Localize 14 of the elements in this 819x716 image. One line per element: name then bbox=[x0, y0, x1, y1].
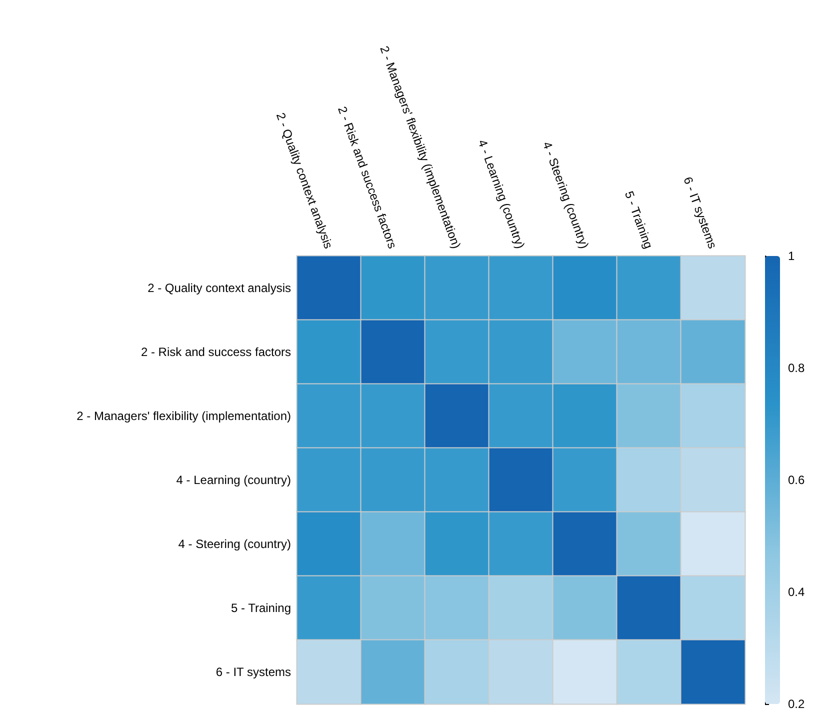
y-tick-label: 4 - Steering (country) bbox=[178, 537, 291, 551]
y-tick-label: 2 - Managers' flexibility (implementation) bbox=[76, 409, 291, 423]
x-tick-label: 5 - Training bbox=[622, 189, 656, 250]
y-tick-label: 2 - Risk and success factors bbox=[140, 345, 291, 359]
y-tick-label: 2 - Quality context analysis bbox=[148, 281, 291, 295]
y-tick-label: 6 - IT systems bbox=[216, 665, 291, 679]
x-tick-label: 2 - Risk and success factors bbox=[335, 104, 400, 250]
color-bar-label: 0.2 bbox=[788, 697, 806, 711]
color-bar-label: 0.8 bbox=[788, 361, 806, 375]
y-tick-label: 5 - Training bbox=[230, 601, 291, 615]
color-bar-label: 0.6 bbox=[788, 473, 806, 487]
color-bar-label: 1 bbox=[788, 249, 795, 263]
y-tick-label: 4 - Learning (country) bbox=[176, 473, 291, 487]
color-bar-label: 0.4 bbox=[788, 585, 806, 599]
